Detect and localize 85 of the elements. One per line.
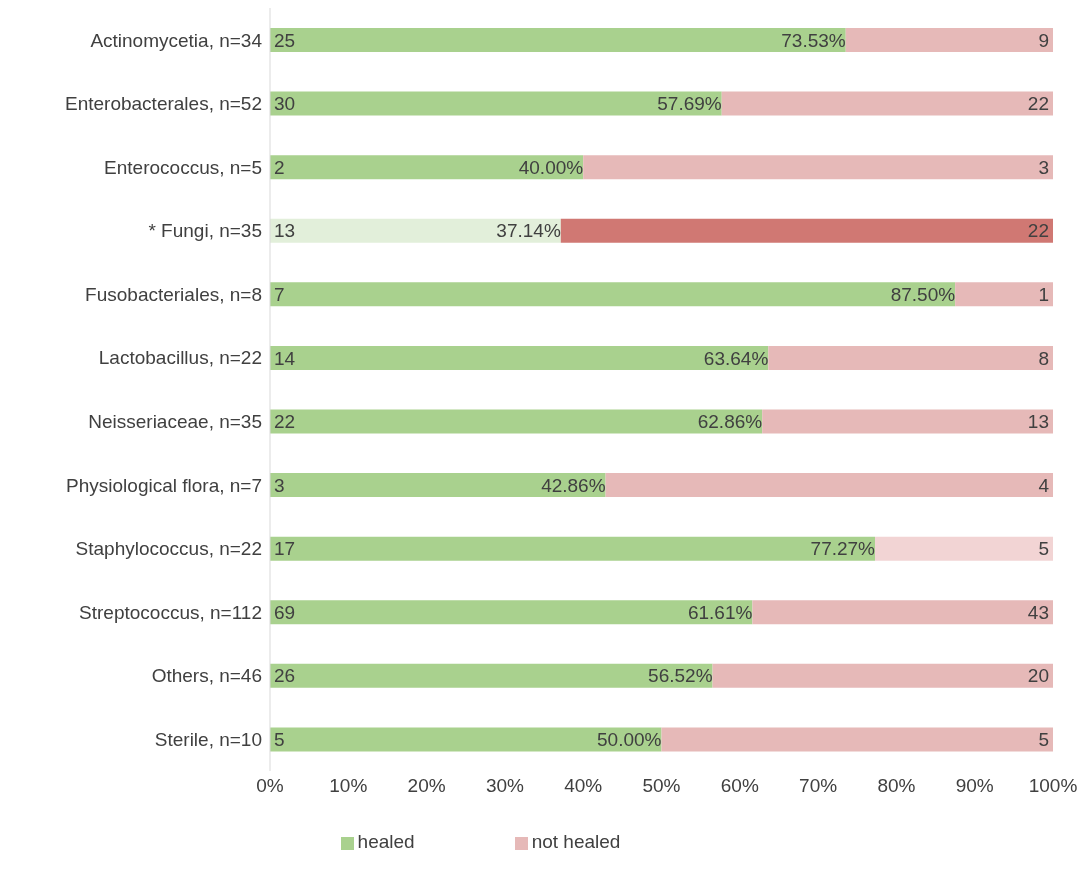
y-tick-label: Enterococcus, n=5 <box>104 156 262 178</box>
x-tick-label: 70% <box>799 775 838 797</box>
y-tick-label: Physiological flora, n=7 <box>66 474 262 496</box>
y-tick-label: Staphylococcus, n=22 <box>75 538 262 560</box>
bar <box>270 473 606 498</box>
y-tick-label: Enterobacterales, n=52 <box>65 93 262 115</box>
data-label: 77.27% <box>810 538 876 560</box>
y-tick-label: Actinomycetia, n=34 <box>90 29 263 51</box>
bar <box>560 218 1053 243</box>
annotation: 25 <box>274 29 296 51</box>
y-tick-label: Streptococcus, n=112 <box>79 601 262 623</box>
bar <box>768 345 1053 370</box>
annotation: 22 <box>274 411 296 433</box>
data-label: 73.53% <box>781 29 846 51</box>
x-tick-label: 40% <box>564 775 603 797</box>
y-tick-label: Others, n=46 <box>151 665 262 687</box>
y-tick-label: Fusobacteriales, n=8 <box>85 283 262 305</box>
x-tick-label: 100% <box>1028 775 1078 797</box>
x-tick-label: 80% <box>877 775 916 797</box>
bar <box>712 663 1053 688</box>
bar <box>583 155 1053 180</box>
x-tick-label: 90% <box>955 775 994 797</box>
bar <box>270 663 713 688</box>
annotation: 8 <box>1038 347 1049 369</box>
x-tick-label: 10% <box>329 775 368 797</box>
data-label: 61.61% <box>687 601 753 623</box>
annotation: 22 <box>1027 220 1049 242</box>
data-label: 37.14% <box>496 220 561 242</box>
legend-label: not healed <box>531 831 621 852</box>
annotation: 3 <box>1038 156 1049 178</box>
x-tick-label: 20% <box>407 775 446 797</box>
bar <box>955 282 1053 307</box>
annotation: 2 <box>274 156 285 178</box>
annotation: 5 <box>1038 538 1049 560</box>
annotation: 43 <box>1027 601 1049 623</box>
bar <box>270 91 722 116</box>
annotation: 5 <box>274 729 285 751</box>
annotation: 20 <box>1027 665 1049 687</box>
x-tick-label: 0% <box>256 775 284 797</box>
annotation: 69 <box>274 601 296 623</box>
data-label: 87.50% <box>890 283 956 305</box>
annotation: 3 <box>274 474 285 496</box>
bar <box>270 155 584 180</box>
data-label: 40.00% <box>518 156 584 178</box>
data-label: 50.00% <box>597 729 662 751</box>
annotation: 30 <box>274 93 296 115</box>
bar <box>661 727 1053 752</box>
y-tick-label: Neisseriaceae, n=35 <box>88 411 262 433</box>
annotation: 13 <box>1027 411 1049 433</box>
data-label: 62.86% <box>697 411 763 433</box>
bar <box>270 28 846 52</box>
annotation: 5 <box>1038 729 1049 751</box>
annotation: 26 <box>274 665 296 687</box>
annotation: 7 <box>274 283 285 305</box>
bar <box>270 409 763 434</box>
x-tick-label: 50% <box>642 775 681 797</box>
bar <box>270 536 876 561</box>
data-label: 56.52% <box>648 665 713 687</box>
x-tick-label: 60% <box>720 775 759 797</box>
bar <box>721 91 1053 116</box>
annotation: 22 <box>1027 93 1049 115</box>
bar <box>845 28 1053 52</box>
bar <box>270 727 662 752</box>
bar <box>270 282 956 307</box>
annotation: 9 <box>1038 29 1049 51</box>
y-tick-label: * Fungi, n=35 <box>148 220 262 242</box>
bar <box>270 218 561 243</box>
annotation: 13 <box>274 220 296 242</box>
data-label: 63.64% <box>703 347 769 369</box>
data-label: 57.69% <box>657 93 722 115</box>
bar <box>752 600 1053 625</box>
annotation: 1 <box>1038 283 1049 305</box>
x-tick-label: 30% <box>485 775 525 797</box>
y-tick-label: Lactobacillus, n=22 <box>98 347 262 369</box>
bar <box>270 600 753 625</box>
bar <box>270 345 769 370</box>
bar <box>762 409 1053 434</box>
bar <box>605 473 1053 498</box>
data-label: 42.86% <box>541 474 606 496</box>
annotation: 14 <box>274 347 296 369</box>
bar <box>875 536 1053 561</box>
legend-label: healed <box>357 831 415 852</box>
y-tick-label: Sterile, n=10 <box>154 728 262 750</box>
annotation: 4 <box>1038 474 1050 496</box>
annotation: 17 <box>274 538 296 560</box>
